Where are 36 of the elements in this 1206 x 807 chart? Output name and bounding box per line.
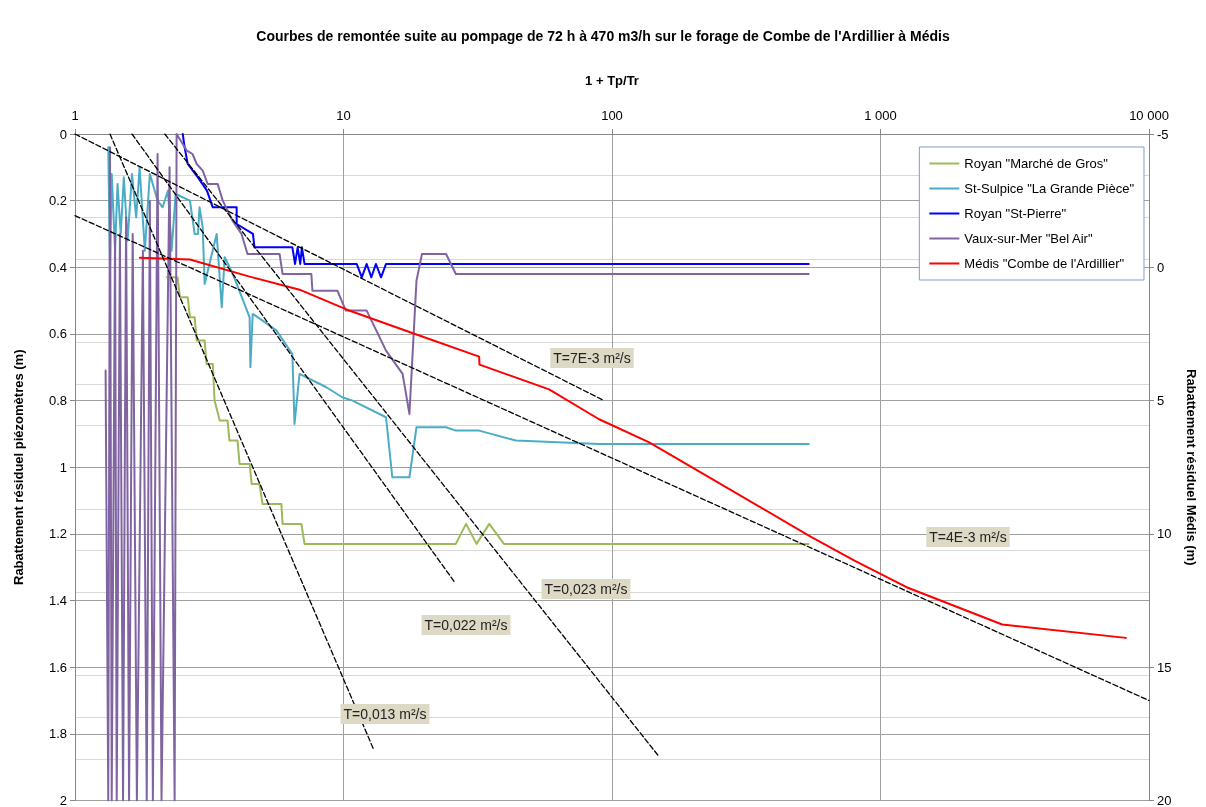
y2-tick-label: 10: [1157, 526, 1172, 542]
legend-label: St-Sulpice "La Grande Pièce": [964, 181, 1135, 196]
chart-title: Courbes de remontée suite au pompage de 72 h à 470 m3/h sur le forage de Combe de l'Ardillier à Médis: [256, 28, 950, 44]
y2-tick-label: -5: [1157, 126, 1169, 142]
annotation: T=0,023 m²/s: [544, 581, 628, 597]
y2-tick-label: 5: [1157, 393, 1165, 409]
x-tick-label: 10: [336, 108, 351, 123]
legend-label: Royan "St-Pierre": [964, 206, 1067, 221]
legend-label: Royan "Marché de Gros": [964, 156, 1109, 171]
y-tick-label: 1: [59, 459, 67, 475]
x-tick-label: 1: [71, 108, 79, 123]
y-tick-label: 1.8: [48, 726, 67, 742]
x-tick-label: 100: [601, 108, 623, 123]
y-tick-label: 0: [59, 126, 67, 142]
x-tick-label: 10 000: [1129, 108, 1169, 123]
annotation: T=0,013 m²/s: [343, 706, 427, 722]
y-tick-label: 1.6: [48, 659, 67, 675]
y2-axis-title: Rabattement résiduel Médis (m): [1184, 369, 1199, 566]
y-tick-label: 0.8: [48, 393, 67, 409]
y-tick-label: 0.4: [48, 259, 67, 275]
y-tick-label: 1.2: [48, 526, 67, 542]
annotation: T=0,022 m²/s: [424, 617, 508, 633]
y-tick-label: 0.2: [48, 193, 67, 209]
y-tick-label: 0.6: [48, 326, 67, 342]
y2-tick-label: 0: [1157, 259, 1165, 275]
y-tick-label: 1.4: [48, 593, 67, 609]
y-tick-label: 2: [59, 793, 67, 807]
y2-tick-label: 15: [1157, 659, 1172, 675]
y-axis-title: Rabattement résiduel piézomètres (m): [11, 349, 26, 586]
x-axis-title: 1 + Tp/Tr: [585, 73, 639, 88]
annotation: T=7E-3 m²/s: [553, 350, 631, 366]
legend-label: Médis "Combe de l'Ardillier": [964, 256, 1125, 271]
x-tick-label: 1 000: [864, 108, 897, 123]
y2-tick-label: 20: [1157, 793, 1172, 807]
legend-label: Vaux-sur-Mer "Bel Air": [964, 231, 1093, 246]
annotation: T=4E-3 m²/s: [929, 529, 1007, 545]
